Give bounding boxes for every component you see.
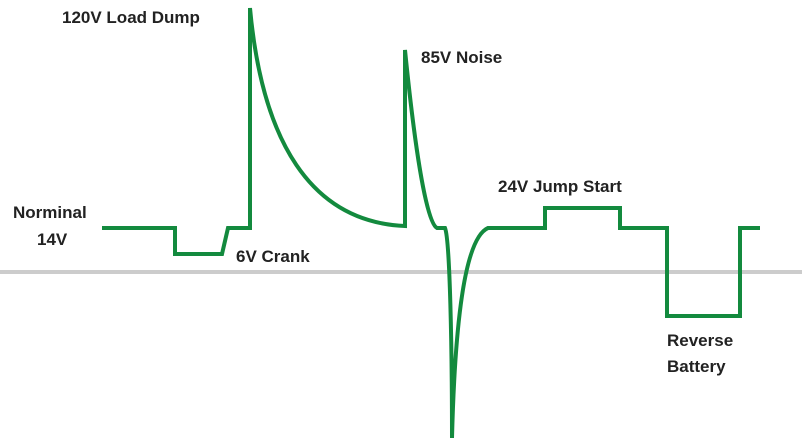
label-nominal-value: 14V <box>37 230 68 249</box>
label-crank: 6V Crank <box>236 247 310 266</box>
label-reverse: Reverse <box>667 331 733 350</box>
voltage-waveform <box>102 7 760 439</box>
label-jump-start: 24V Jump Start <box>498 177 622 196</box>
label-load-dump: 120V Load Dump <box>62 8 200 27</box>
label-nominal: Norminal <box>13 203 87 222</box>
label-battery: Battery <box>667 357 726 376</box>
label-noise: 85V Noise <box>421 48 502 67</box>
